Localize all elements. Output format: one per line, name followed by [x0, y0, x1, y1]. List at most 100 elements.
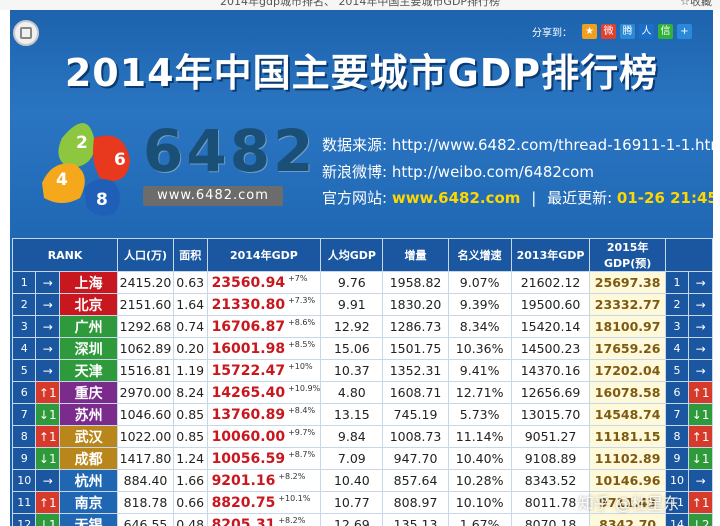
area-cell: 1.64	[172, 293, 208, 316]
gdp-value: 16706.87	[211, 319, 286, 335]
rank-2015-change-cell: →	[688, 293, 713, 316]
gdp-2014-cell: 8205.31 +8.2%	[206, 513, 322, 526]
poster-title: 2014年中国主要城市GDP排行榜	[64, 51, 659, 95]
info-official: 官方网站: www.6482.com | 最近更新: 01-26 21:45	[322, 187, 713, 208]
gdp-2014-cell: 16001.98 +8.5%	[206, 337, 322, 360]
per-capita-cell: 12.69	[320, 513, 384, 526]
table-row: 5 → 天津 1516.81 1.19 15722.47 +10% 10.37 1352.31 9…	[11, 359, 713, 382]
rank-change-cell: ↓1	[35, 447, 61, 470]
gdp-2013-cell: 8070.18	[510, 513, 591, 526]
rank-2015-change-cell: →	[688, 359, 713, 382]
city-cell: 成都	[59, 447, 119, 470]
rank-2015-cell: 8	[664, 425, 690, 448]
gdp-growth-pct: +8.6%	[288, 318, 316, 327]
per-capita-cell: 13.15	[320, 403, 384, 426]
separator: |	[531, 189, 537, 207]
gdp-2014-cell: 16706.87 +8.6%	[206, 315, 322, 338]
weibo-url[interactable]: http://weibo.com/6482com	[391, 163, 594, 181]
tencent-weibo-icon[interactable]: 腾	[620, 24, 635, 39]
gdp-value: 10060.00	[211, 429, 286, 445]
header-rank: RANK	[11, 238, 119, 272]
nominal-growth-cell: 9.07%	[447, 271, 512, 294]
rank-2015-change-cell: ↓1	[688, 447, 713, 470]
rank-2015-change-cell: ↓1	[688, 403, 713, 426]
header-nominal-growth: 名义增速	[447, 238, 512, 272]
city-cell: 深圳	[59, 337, 119, 360]
area-cell: 8.24	[172, 381, 208, 404]
nominal-growth-cell: 11.14%	[447, 425, 512, 448]
gdp-2014-cell: 9201.16 +8.2%	[206, 469, 322, 492]
logo-number-8: 8	[96, 190, 108, 210]
city-cell: 天津	[59, 359, 119, 382]
gdp-2014-cell: 10056.59 +8.7%	[206, 447, 322, 470]
rank-cell: 7	[11, 403, 37, 426]
per-capita-cell: 9.76	[320, 271, 384, 294]
rank-cell: 4	[11, 337, 37, 360]
per-capita-cell: 10.37	[320, 359, 384, 382]
gdp-2013-cell: 14500.23	[510, 337, 591, 360]
official-site[interactable]: www.6482.com	[391, 189, 521, 207]
population-cell: 1516.81	[117, 359, 174, 382]
source-url[interactable]: http://www.6482.com/thread-16911-1-1.htm…	[391, 136, 713, 154]
gdp-growth-pct: +7%	[288, 274, 308, 283]
gdp-2014-cell: 15722.47 +10%	[206, 359, 322, 382]
rank-cell: 9	[11, 447, 37, 470]
gdp-growth-pct: +8.2%	[278, 516, 306, 525]
gdp-growth-pct: +10%	[288, 362, 313, 371]
share-corner-icon[interactable]	[13, 20, 39, 46]
weibo-icon[interactable]: 微	[601, 24, 616, 39]
increment-cell: 745.19	[382, 403, 449, 426]
increment-cell: 1501.75	[382, 337, 449, 360]
gdp-2013-cell: 8343.52	[510, 469, 591, 492]
population-cell: 1417.80	[117, 447, 174, 470]
rank-change-cell: →	[35, 271, 61, 294]
gdp-2013-cell: 14370.16	[510, 359, 591, 382]
rank-change-cell: ↑1	[35, 381, 61, 404]
population-cell: 818.78	[117, 491, 174, 514]
increment-cell: 808.97	[382, 491, 449, 514]
table-row: 10 → 杭州 884.40 1.66 9201.16 +8.2% 10.40 857.64 10…	[11, 469, 713, 492]
increment-cell: 1958.82	[382, 271, 449, 294]
logo-number-4: 4	[56, 170, 68, 190]
per-capita-cell: 4.80	[320, 381, 384, 404]
table-row: 4 → 深圳 1062.89 0.20 16001.98 +8.5% 15.06 1501.75…	[11, 337, 713, 360]
area-cell: 1.66	[172, 469, 208, 492]
share-bar: 分享到： ★ 微腾人信 +	[532, 24, 692, 39]
city-cell: 无锡	[59, 513, 119, 526]
info-weibo: 新浪微博: http://weibo.com/6482com	[322, 161, 594, 182]
population-cell: 2415.20	[117, 271, 174, 294]
gdp-2013-cell: 15420.14	[510, 315, 591, 338]
gdp-value: 14265.40	[211, 385, 286, 401]
nominal-growth-cell: 5.73%	[447, 403, 512, 426]
city-cell: 上海	[59, 271, 119, 294]
wechat-icon[interactable]: 信	[658, 24, 673, 39]
table-row: 11 ↑1 南京 818.78 0.66 8820.75 +10.1% 10.77 808.97…	[11, 491, 713, 514]
rank-cell: 1	[11, 271, 37, 294]
header-gdp-2013: 2013年GDP	[510, 238, 591, 272]
rank-2015-change-cell: →	[688, 337, 713, 360]
rank-change-cell: →	[35, 469, 61, 492]
area-cell: 0.85	[172, 425, 208, 448]
gdp-2013-cell: 12656.69	[510, 381, 591, 404]
header-gdp-2015: 2015年GDP(预)	[589, 238, 666, 272]
qzone-icon[interactable]: ★	[582, 24, 597, 39]
header-per-capita: 人均GDP	[320, 238, 384, 272]
increment-cell: 1286.73	[382, 315, 449, 338]
gdp-value: 9201.16	[211, 473, 276, 489]
rank-change-cell: →	[35, 293, 61, 316]
logo-number-2: 2	[76, 133, 88, 153]
city-cell: 杭州	[59, 469, 119, 492]
logo-petals-icon	[42, 123, 130, 216]
nominal-growth-cell: 8.34%	[447, 315, 512, 338]
gdp-table: RANK 人口(万) 面积 2014年GDP 人均GDP 增量 名义增速 201…	[11, 238, 713, 526]
renren-icon[interactable]: 人	[639, 24, 654, 39]
gdp-value: 23560.94	[211, 275, 286, 291]
gdp-2014-cell: 8820.75 +10.1%	[206, 491, 322, 514]
rank-change-cell: →	[35, 359, 61, 382]
gdp-2015-cell: 14548.74	[589, 403, 666, 426]
rank-change-cell: →	[35, 315, 61, 338]
table-row: 12 ↓1 无锡 646.55 0.48 8205.31 +8.2% 12.69 135.13 1…	[11, 513, 713, 526]
more-icon[interactable]: +	[677, 24, 692, 39]
area-cell: 0.63	[172, 271, 208, 294]
favorite-link[interactable]: ☆收藏	[680, 0, 712, 8]
